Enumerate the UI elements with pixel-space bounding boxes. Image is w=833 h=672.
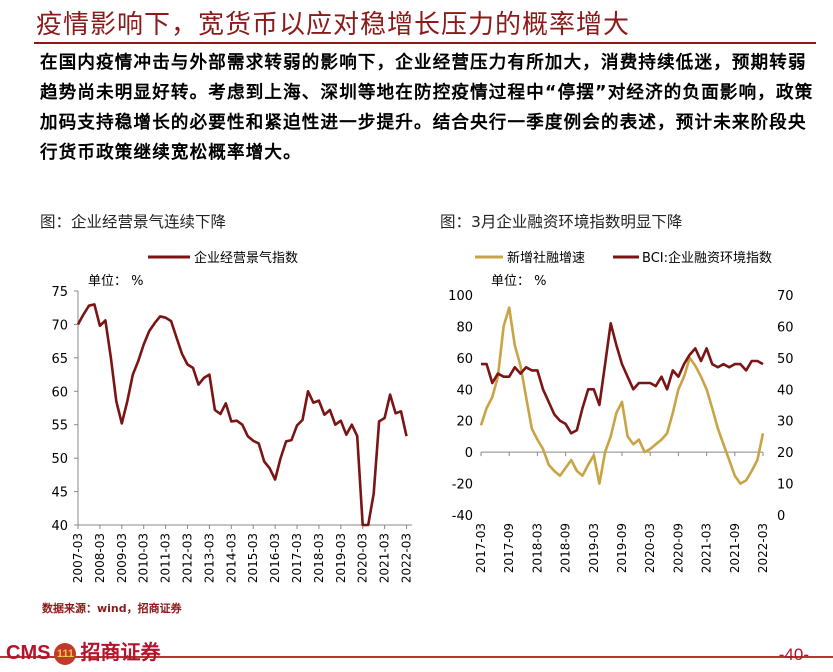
x-tick-label: 2019-03 [334, 533, 348, 583]
x-tick-label: 2014-03 [224, 533, 238, 583]
legend-label: 企业经营景气指数 [194, 250, 298, 266]
y-left-tick-label: 100 [448, 289, 473, 304]
x-tick-label: 2018-03 [530, 523, 544, 573]
y-left-tick-label: -40 [452, 509, 473, 524]
x-tick-label: 2021-09 [728, 523, 742, 573]
y-tick-label: 45 [51, 486, 68, 501]
x-tick-label: 2018-03 [312, 533, 326, 583]
logo-mark-icon: 111 [54, 642, 77, 665]
x-tick-label: 2010-03 [137, 533, 151, 583]
y-right-tick-label: 60 [777, 320, 794, 335]
y-right-tick-label: 70 [777, 289, 794, 304]
unit-label: 单位： % [491, 274, 547, 289]
financing-environment-chart: -40 -20 0 20 40 60 80 100 0 10 20 30 40 50 60 70 2017-03… [448, 250, 794, 573]
page-number: -40- [778, 645, 809, 664]
x-tick-label: 2009-03 [115, 533, 129, 583]
x-tick-label: 2013-03 [202, 533, 216, 583]
x-tick-label: 2021-03 [378, 533, 392, 583]
x-tick-label: 2022-03 [756, 523, 770, 573]
y-tick-label: 70 [51, 318, 68, 333]
x-tick-label: 2017-03 [474, 523, 488, 573]
x-tick-label: 2008-03 [93, 533, 107, 583]
x-tick-label: 2017-03 [290, 533, 304, 583]
y-tick-label: 75 [51, 285, 68, 300]
y-right-tick-label: 10 [777, 478, 794, 493]
series-line-bci [481, 322, 764, 435]
y-tick-label: 40 [51, 519, 68, 534]
x-tick-label: 2020-09 [671, 523, 685, 573]
x-tick-label: 2019-09 [615, 523, 629, 573]
right-chart-title: 图：3月企业融资环境指数明显下降 [440, 213, 683, 231]
y-left-tick-label: 20 [456, 415, 473, 430]
x-tick-label: 2021-03 [700, 523, 714, 573]
x-tick-label: 2018-09 [559, 523, 573, 573]
y-right-tick-label: 30 [777, 415, 794, 430]
page-title: 疫情影响下，宽货币以应对稳增长压力的概率增大 [36, 10, 631, 40]
x-tick-label: 2011-03 [159, 533, 173, 583]
x-tick-label: 2022-03 [400, 533, 414, 583]
y-tick-label: 65 [51, 352, 68, 367]
company-logo: CMS 111 招商证券 [6, 636, 160, 665]
x-tick-label: 2012-03 [181, 533, 195, 583]
x-tick-label: 2020-03 [643, 523, 657, 573]
legend-label-bci: BCI:企业融资环境指数 [642, 250, 772, 266]
y-left-tick-label: 0 [465, 446, 473, 461]
footer-divider [0, 656, 833, 658]
x-tick-label: 2017-09 [502, 523, 516, 573]
x-tick-label: 2016-03 [268, 533, 282, 583]
y-right-tick-label: 20 [777, 446, 794, 461]
body-paragraph: 在国内疫情冲击与外部需求转弱的影响下，企业经营压力有所加大，消费持续低迷，预期转… [40, 53, 814, 163]
legend-label-social-financing: 新增社融增速 [507, 250, 585, 266]
y-right-tick-label: 0 [777, 509, 785, 524]
series-line-business-climate [76, 303, 408, 527]
logo-chinese: 招商证券 [80, 640, 161, 664]
x-tick-label: 2019-03 [587, 523, 601, 573]
y-right-tick-label: 40 [777, 383, 794, 398]
y-left-tick-label: 60 [456, 352, 473, 367]
y-right-tick-label: 50 [777, 352, 794, 367]
business-climate-chart: 40 45 50 55 60 65 70 75 2007-03 2008-03 2009-03 201… [51, 250, 414, 583]
unit-label: 单位： % [88, 274, 144, 289]
data-source-note: 数据来源：wind，招商证券 [42, 602, 182, 615]
title-underline [34, 42, 816, 44]
y-tick-label: 55 [51, 419, 68, 434]
x-tick-label: 2007-03 [71, 533, 85, 583]
y-left-tick-label: 80 [456, 320, 473, 335]
x-tick-label: 2020-03 [356, 533, 370, 583]
x-tick-label: 2015-03 [246, 533, 260, 583]
y-left-tick-label: 40 [456, 383, 473, 398]
series-line-social-financing [479, 306, 765, 485]
y-tick-label: 60 [51, 385, 68, 400]
left-chart-title: 图：企业经营景气连续下降 [40, 213, 227, 231]
y-tick-label: 50 [51, 452, 68, 467]
y-left-tick-label: -20 [452, 478, 473, 493]
logo-latin: CMS [6, 642, 51, 664]
